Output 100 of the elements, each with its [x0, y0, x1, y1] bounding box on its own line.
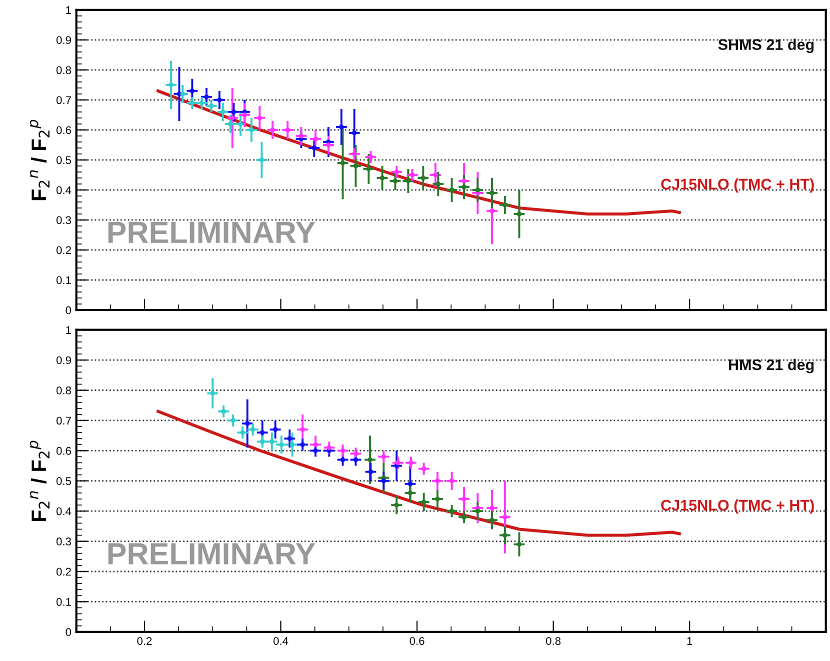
point [436, 182, 441, 186]
point [257, 116, 262, 120]
x-tick-label: 0.4 [273, 637, 288, 645]
point [352, 130, 357, 136]
y-tick-label: 0.6 [56, 446, 72, 455]
point [279, 442, 284, 448]
point [366, 166, 372, 172]
point [260, 439, 265, 444]
point [490, 506, 494, 510]
point [313, 448, 318, 454]
point [208, 104, 214, 108]
x-tick-label: 1 [687, 637, 692, 645]
y-tick-label: 0.2 [56, 568, 71, 576]
annotation: PRELIMINARY [108, 543, 316, 564]
y-tick-label: 0.3 [56, 538, 72, 546]
point [287, 436, 292, 442]
point [221, 408, 226, 414]
y-tick-label: 1 [66, 326, 71, 334]
point [180, 92, 186, 96]
point [204, 94, 209, 100]
point [250, 427, 256, 432]
y-tick-label: 0.8 [56, 386, 72, 394]
point [435, 478, 440, 484]
y-tick-label: 0.6 [56, 126, 72, 134]
point [340, 448, 346, 454]
point [326, 142, 331, 148]
point [408, 460, 414, 466]
y-tick-label: 0.1 [56, 276, 71, 284]
point [300, 442, 305, 448]
point [244, 421, 250, 426]
point [381, 478, 386, 484]
point [410, 172, 415, 178]
point [394, 502, 400, 508]
point [368, 154, 374, 160]
point [290, 442, 295, 448]
point [502, 514, 508, 520]
point [408, 481, 413, 486]
point [240, 430, 246, 435]
point [475, 188, 480, 192]
point [352, 152, 357, 156]
point [421, 466, 426, 472]
point [449, 188, 454, 192]
point [285, 128, 290, 132]
point [490, 518, 494, 523]
point [231, 110, 236, 114]
y-tick-label: 0 [66, 628, 72, 636]
annotation: HMS 21 deg [729, 358, 814, 374]
point [406, 178, 411, 184]
point [269, 439, 274, 444]
y-tick-label: 0.1 [56, 598, 71, 606]
point [421, 500, 426, 504]
point [353, 164, 358, 168]
y-tick-label: 0.8 [56, 66, 72, 74]
point [228, 122, 233, 126]
point [300, 427, 305, 432]
y-axis-title: F$_{2}$$^{n}$ / F$_{2}$$^{p}$ [30, 440, 50, 522]
point [516, 542, 522, 547]
series-label: CJ15NLO (TMC + HT) [661, 178, 814, 193]
point [353, 457, 358, 462]
point [368, 457, 372, 462]
point [435, 496, 440, 502]
y-axis-title: F$_{2}$$^{n}$ / F$_{2}$$^{p}$ [30, 120, 50, 200]
y-tick-label: 0.5 [56, 477, 72, 486]
y-tick-label: 0.5 [56, 156, 72, 164]
y-tick-label: 0.9 [56, 36, 71, 44]
series-label: CJ15NLO (TMC + HT) [661, 499, 814, 514]
point [199, 100, 204, 106]
point [220, 110, 226, 114]
point [313, 136, 318, 142]
point [368, 469, 374, 474]
point [408, 490, 413, 496]
y-tick-label: 0.4 [56, 507, 72, 516]
point [462, 496, 466, 502]
point [313, 442, 318, 448]
point [516, 212, 522, 216]
point [380, 176, 385, 180]
point [475, 508, 480, 514]
point [433, 172, 438, 178]
y-tick-label: 0.7 [56, 416, 71, 425]
x-tick-label: 0.2 [137, 637, 152, 645]
point [260, 430, 265, 435]
point [230, 418, 236, 423]
point [210, 390, 216, 396]
point [338, 124, 344, 130]
annotation: PRELIMINARY [108, 222, 316, 243]
annotation: SHMS 21 deg [718, 38, 814, 54]
y-tick-label: 0.7 [56, 96, 71, 104]
y-tick-label: 0.4 [56, 186, 72, 194]
point [230, 116, 235, 120]
point [420, 176, 426, 180]
y-tick-label: 1 [66, 6, 71, 14]
point [502, 532, 508, 538]
point [490, 208, 494, 214]
point [340, 457, 346, 462]
point [238, 122, 243, 126]
point [449, 508, 454, 514]
x-tick-label: 0.8 [546, 637, 561, 645]
point [396, 460, 400, 466]
point [326, 445, 332, 450]
point [298, 134, 304, 138]
